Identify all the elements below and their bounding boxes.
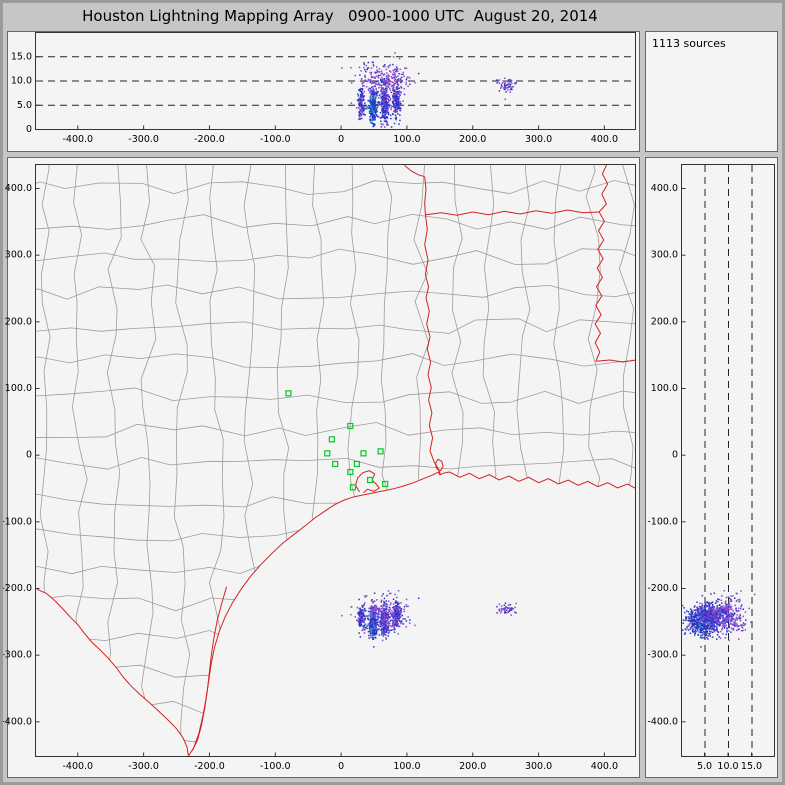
svg-text:5.0: 5.0 [697, 761, 712, 772]
svg-text:400.0: 400.0 [591, 134, 618, 145]
svg-text:100.0: 100.0 [5, 383, 32, 394]
svg-text:-400.0: -400.0 [647, 716, 678, 727]
svg-text:-300.0: -300.0 [647, 650, 678, 661]
svg-text:300.0: 300.0 [525, 134, 552, 145]
red-river-tip [403, 165, 425, 178]
svg-text:-100.0: -100.0 [647, 516, 678, 527]
lightning-points [341, 590, 517, 648]
svg-text:0: 0 [672, 450, 678, 461]
mississippi-river [594, 165, 609, 362]
svg-text:-400.0: -400.0 [1, 716, 32, 727]
altitude-ns-chart: 5.0 10.0 15.0 -400.0 -300.0 -200.0 -100.0 0 100.… [645, 157, 778, 778]
svg-text:400.0: 400.0 [591, 761, 618, 772]
svg-text:100.0: 100.0 [393, 134, 420, 145]
sources-count-box: 1113 sources [645, 31, 778, 152]
svg-text:-400.0: -400.0 [62, 761, 93, 772]
svg-text:300.0: 300.0 [5, 250, 32, 261]
plan-view-panel: -400.0 -400.0 -300.0 -300.0 -200.0 -200.0 -100… [1, 157, 640, 778]
svg-text:-200.0: -200.0 [194, 761, 225, 772]
page-title: Houston Lightning Mapping Array 0900-100… [82, 7, 598, 25]
svg-text:-100.0: -100.0 [260, 134, 291, 145]
rio-grande [36, 588, 189, 756]
svg-text:-100.0: -100.0 [1, 516, 32, 527]
svg-text:300.0: 300.0 [525, 761, 552, 772]
svg-text:300.0: 300.0 [651, 250, 678, 261]
svg-text:10.0: 10.0 [717, 761, 738, 772]
svg-text:400.0: 400.0 [651, 183, 678, 194]
altitude-ns-panel: 5.0 10.0 15.0 -400.0 -300.0 -200.0 -100.0 0 100.… [645, 157, 778, 778]
galveston-bay [355, 470, 381, 494]
altitude-ew-panel: -400.0 -300.0 -200.0 -100.0 0 100.0 200.0 300.0… [7, 31, 640, 152]
svg-text:-300.0: -300.0 [1, 650, 32, 661]
svg-text:15.0: 15.0 [741, 761, 762, 772]
axis-ticks-and-labels: -400.0 -400.0 -300.0 -300.0 -200.0 -200.0 -100… [1, 183, 618, 772]
svg-text:-300.0: -300.0 [128, 134, 159, 145]
svg-text:10.0: 10.0 [11, 76, 32, 87]
svg-text:100.0: 100.0 [651, 383, 678, 394]
svg-text:-200.0: -200.0 [647, 583, 678, 594]
svg-text:200.0: 200.0 [651, 316, 678, 327]
svg-text:15.0: 15.0 [11, 51, 32, 62]
svg-text:-300.0: -300.0 [128, 761, 159, 772]
tx-ar-border [424, 176, 427, 215]
state-borders [36, 165, 635, 756]
lightning-points [682, 590, 756, 648]
axis-ticks-and-labels: 5.0 10.0 15.0 -400.0 -300.0 -200.0 -100.0 0 100.… [647, 183, 762, 772]
svg-text:200.0: 200.0 [459, 134, 486, 145]
svg-text:0: 0 [338, 761, 344, 772]
tx-la-border [424, 214, 441, 475]
altitude-ew-chart: -400.0 -300.0 -200.0 -100.0 0 100.0 200.0 300.0… [7, 31, 640, 152]
lma-stations [285, 390, 389, 491]
svg-text:0: 0 [338, 134, 344, 145]
coastline [187, 471, 635, 756]
plan-view-chart: -400.0 -400.0 -300.0 -300.0 -200.0 -200.0 -100… [1, 157, 640, 778]
svg-text:200.0: 200.0 [5, 316, 32, 327]
axis-ticks-and-labels: -400.0 -300.0 -200.0 -100.0 0 100.0 200.0 300.0… [11, 51, 618, 145]
ar-la-border [425, 209, 600, 216]
svg-text:-200.0: -200.0 [194, 134, 225, 145]
la-ms-border [595, 359, 635, 363]
padre-island [191, 586, 228, 751]
svg-text:100.0: 100.0 [393, 761, 420, 772]
altitude-gridlines [36, 56, 635, 106]
svg-text:-200.0: -200.0 [1, 583, 32, 594]
svg-text:400.0: 400.0 [5, 183, 32, 194]
svg-text:-400.0: -400.0 [62, 134, 93, 145]
sources-count-label: 1113 sources [652, 37, 726, 50]
altitude-gridlines [704, 165, 753, 756]
svg-text:0: 0 [26, 124, 32, 135]
svg-text:-100.0: -100.0 [260, 761, 291, 772]
svg-text:200.0: 200.0 [459, 761, 486, 772]
lightning-points [341, 52, 517, 128]
svg-text:0: 0 [26, 450, 32, 461]
svg-text:5.0: 5.0 [17, 100, 32, 111]
